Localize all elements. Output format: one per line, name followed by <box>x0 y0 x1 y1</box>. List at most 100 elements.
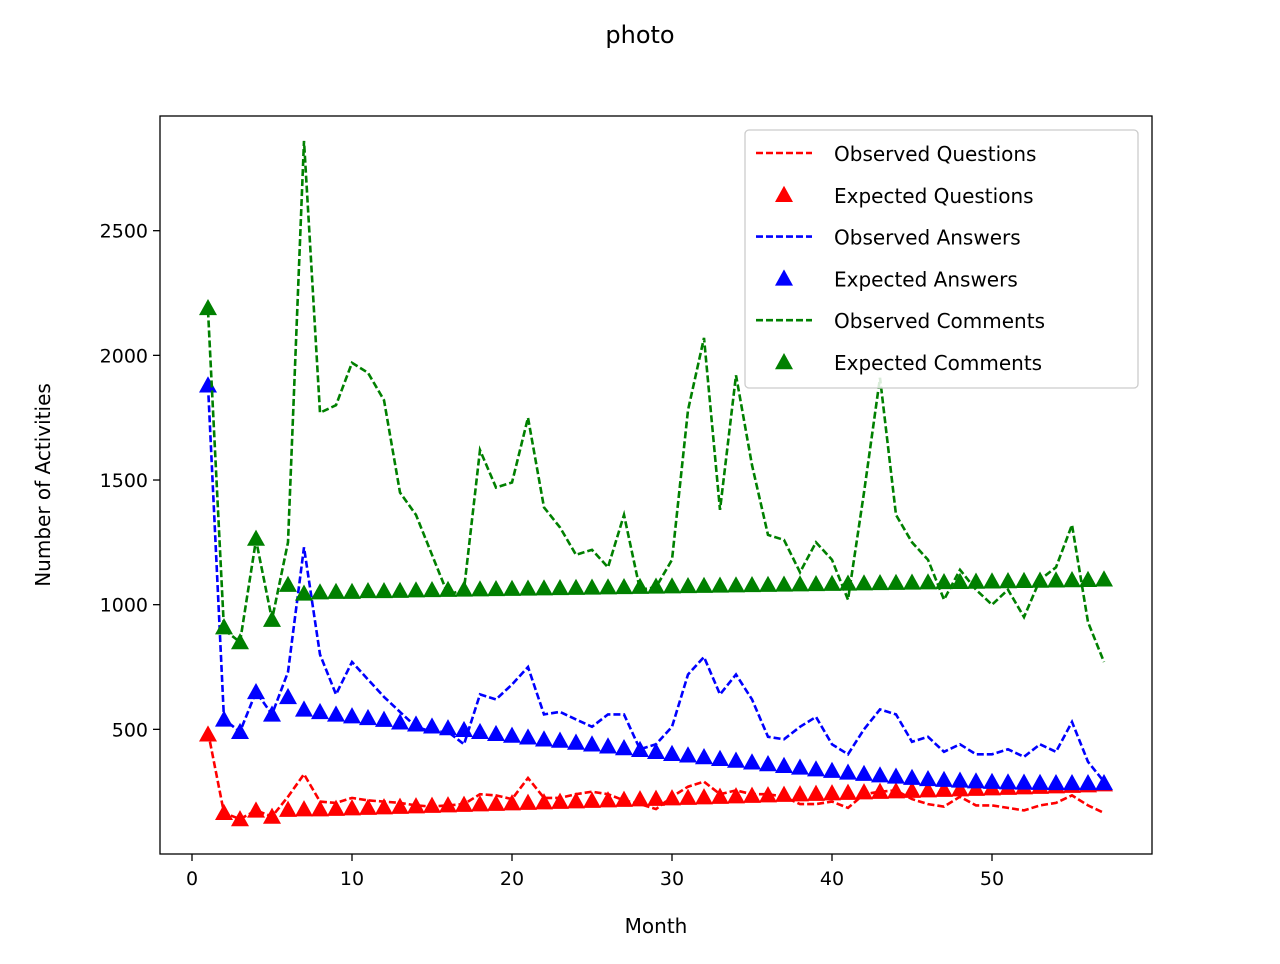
expected-comments-point <box>1079 570 1097 587</box>
expected-questions-point <box>311 800 329 817</box>
expected-answers-point <box>423 717 441 734</box>
expected-questions-point <box>295 800 313 817</box>
expected-comments-point <box>551 578 569 596</box>
expected-comments-point <box>887 573 905 590</box>
expected-questions-point <box>535 793 553 810</box>
expected-answers-point <box>519 728 537 745</box>
expected-answers-point <box>279 687 297 705</box>
expected-answers-point <box>567 733 585 750</box>
expected-comments-point <box>1095 570 1113 587</box>
chart-title: photo <box>605 21 674 49</box>
expected-answers-point <box>679 746 697 763</box>
legend-swatch <box>775 353 793 370</box>
expected-answers-point <box>807 760 825 777</box>
expected-answers-point <box>375 710 393 727</box>
expected-questions-point <box>807 784 825 801</box>
expected-comments-point <box>343 582 361 599</box>
expected-comments-point <box>935 572 953 590</box>
expected-comments-point <box>535 579 553 596</box>
x-tick-label: 20 <box>500 868 524 890</box>
expected-answers-point <box>1079 773 1097 791</box>
expected-comments-point <box>695 576 713 593</box>
expected-answers-point <box>903 768 921 785</box>
plot-frame <box>159 115 1153 855</box>
expected-answers-point <box>919 769 937 787</box>
expected-questions-point <box>567 792 585 809</box>
expected-comments-point <box>967 572 985 589</box>
expected-comments-point <box>423 580 441 598</box>
expected-questions-point <box>327 799 345 816</box>
expected-comments-point <box>903 573 921 590</box>
expected-questions-point <box>583 791 601 808</box>
expected-comments-point <box>263 610 281 627</box>
legend-swatch <box>775 185 793 202</box>
expected-answers-point <box>887 767 905 784</box>
expected-questions-point <box>887 782 905 799</box>
expected-answers-point <box>999 773 1017 790</box>
expected-comments-point <box>759 575 777 592</box>
expected-answers-point <box>535 730 553 747</box>
expected-answers-markers <box>199 376 1113 791</box>
x-tick-label: 30 <box>660 868 684 890</box>
expected-comments-point <box>919 573 937 590</box>
expected-answers-point <box>855 764 873 781</box>
expected-comments-point <box>439 580 457 597</box>
x-axis: 0 10 20 30 40 50 <box>186 854 1004 890</box>
expected-comments-point <box>471 580 489 597</box>
expected-answers-point <box>711 749 729 766</box>
expected-answers-point <box>311 702 329 720</box>
expected-comments-point <box>247 529 265 546</box>
expected-answers-point <box>1063 773 1081 791</box>
expected-questions-point <box>423 796 441 813</box>
expected-questions-point <box>951 780 969 797</box>
x-tick-label: 0 <box>186 868 198 890</box>
x-tick-label: 40 <box>820 868 844 890</box>
expected-answers-point <box>839 763 857 780</box>
expected-answers-point <box>647 742 665 759</box>
expected-comments-point <box>1031 571 1049 588</box>
expected-answers-point <box>1095 773 1113 791</box>
expected-comments-point <box>231 633 249 650</box>
expected-comments-point <box>359 581 377 599</box>
expected-questions-point <box>439 796 457 813</box>
expected-questions-point <box>519 793 537 810</box>
expected-answers-point <box>551 731 569 748</box>
expected-answers-point <box>935 770 953 787</box>
legend-label: Expected Answers <box>834 267 1018 291</box>
expected-comments-point <box>871 573 889 591</box>
expected-comments-point <box>215 618 233 635</box>
expected-answers-point <box>615 739 633 756</box>
expected-answers-point <box>775 756 793 773</box>
expected-questions-point <box>839 783 857 800</box>
expected-comments-point <box>391 581 409 598</box>
expected-comments-point <box>631 577 649 594</box>
y-axis: 500 1000 1500 2000 2500 <box>100 221 160 741</box>
y-tick-label: 1000 <box>100 595 148 617</box>
expected-questions-point <box>743 786 761 803</box>
y-tick-label: 500 <box>112 719 148 741</box>
expected-questions-point <box>679 788 697 805</box>
expected-answers-point <box>199 376 217 393</box>
x-tick-label: 10 <box>340 868 364 890</box>
expected-answers-point <box>439 719 457 736</box>
expected-answers-point <box>359 708 377 726</box>
legend-label: Observed Questions <box>834 142 1036 166</box>
expected-questions-point <box>647 789 665 806</box>
expected-comments-point <box>1063 570 1081 588</box>
expected-answers-point <box>455 720 473 738</box>
expected-comments-point <box>839 574 857 591</box>
expected-answers-point <box>471 722 489 740</box>
expected-questions-point <box>903 781 921 798</box>
expected-comments-point <box>807 574 825 592</box>
expected-comments-point <box>327 582 345 599</box>
expected-questions-point <box>759 786 777 803</box>
expected-answers-point <box>295 700 313 717</box>
expected-questions-point <box>599 791 617 808</box>
expected-questions-point <box>663 789 681 806</box>
expected-questions-point <box>711 787 729 804</box>
observed-questions-line <box>206 731 1105 821</box>
expected-questions-point <box>631 790 649 807</box>
expected-questions-point <box>823 784 841 801</box>
legend-label: Observed Comments <box>834 309 1045 333</box>
